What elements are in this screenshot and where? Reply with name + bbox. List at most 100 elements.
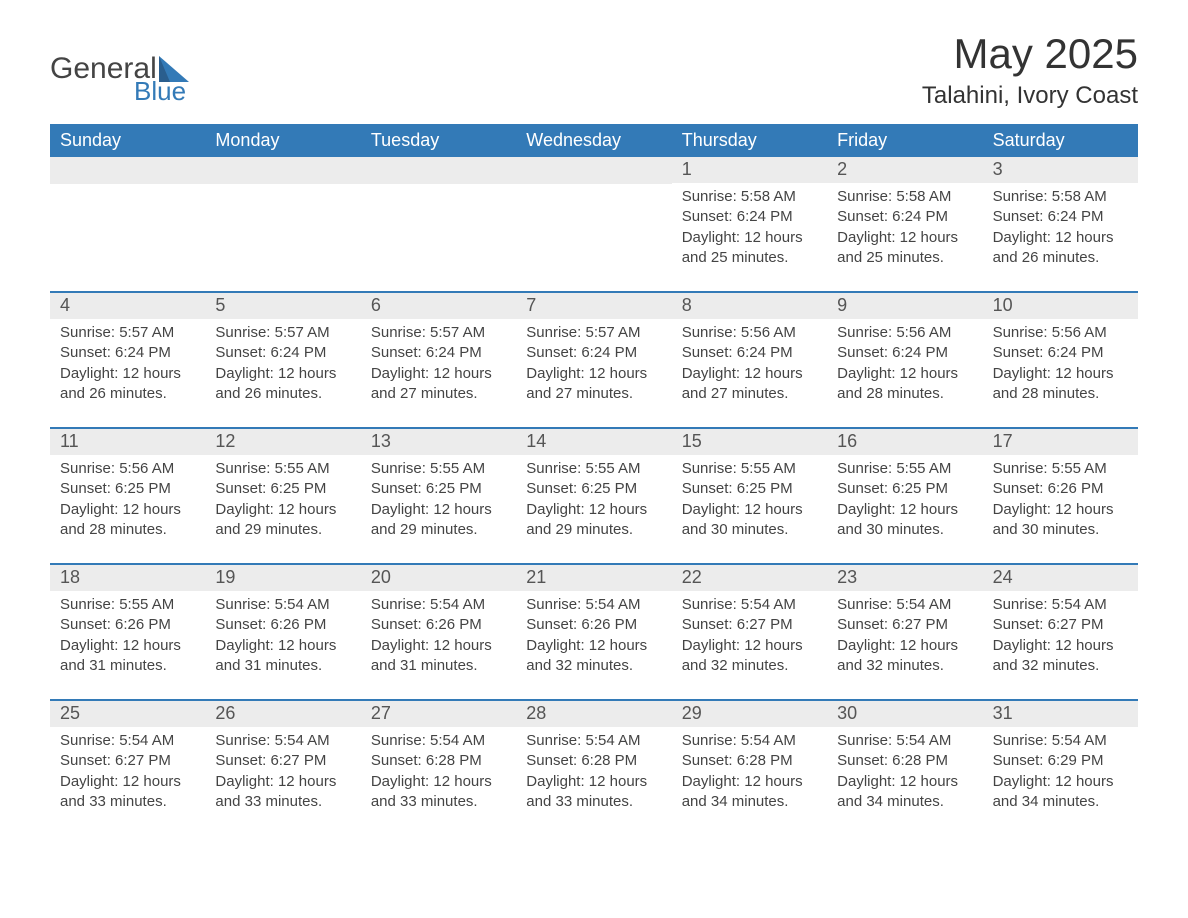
sunrise-line: Sunrise: 5:54 AM (682, 595, 817, 615)
sunset-line: Sunset: 6:24 PM (371, 343, 506, 363)
sunrise-line: Sunrise: 5:55 AM (682, 459, 817, 479)
day-number: 6 (361, 293, 516, 319)
day-cell (361, 157, 516, 277)
day-cell: 23Sunrise: 5:54 AMSunset: 6:27 PMDayligh… (827, 565, 982, 685)
sunrise-line: Sunrise: 5:54 AM (371, 595, 506, 615)
day-body: Sunrise: 5:58 AMSunset: 6:24 PMDaylight:… (827, 183, 982, 274)
sunrise-line: Sunrise: 5:56 AM (993, 323, 1128, 343)
day-cell: 8Sunrise: 5:56 AMSunset: 6:24 PMDaylight… (672, 293, 827, 413)
day-cell: 10Sunrise: 5:56 AMSunset: 6:24 PMDayligh… (983, 293, 1138, 413)
daylight-line: Daylight: 12 hours and 28 minutes. (837, 364, 972, 405)
day-number: 18 (50, 565, 205, 591)
day-body: Sunrise: 5:57 AMSunset: 6:24 PMDaylight:… (205, 319, 360, 410)
daylight-line: Daylight: 12 hours and 34 minutes. (837, 772, 972, 813)
sunrise-line: Sunrise: 5:57 AM (60, 323, 195, 343)
empty-day-number (361, 157, 516, 184)
day-body: Sunrise: 5:55 AMSunset: 6:25 PMDaylight:… (516, 455, 671, 546)
day-number: 30 (827, 701, 982, 727)
day-body: Sunrise: 5:55 AMSunset: 6:25 PMDaylight:… (205, 455, 360, 546)
day-number: 15 (672, 429, 827, 455)
sunrise-line: Sunrise: 5:56 AM (837, 323, 972, 343)
weekday-header: Sunday (50, 124, 205, 157)
sunset-line: Sunset: 6:27 PM (837, 615, 972, 635)
day-cell (516, 157, 671, 277)
sunrise-line: Sunrise: 5:54 AM (526, 731, 661, 751)
day-body: Sunrise: 5:56 AMSunset: 6:24 PMDaylight:… (827, 319, 982, 410)
empty-day-number (205, 157, 360, 184)
day-number: 3 (983, 157, 1138, 183)
weeks-container: 1Sunrise: 5:58 AMSunset: 6:24 PMDaylight… (50, 157, 1138, 821)
sunset-line: Sunset: 6:24 PM (682, 207, 817, 227)
day-body: Sunrise: 5:58 AMSunset: 6:24 PMDaylight:… (672, 183, 827, 274)
day-body: Sunrise: 5:54 AMSunset: 6:26 PMDaylight:… (205, 591, 360, 682)
day-cell: 29Sunrise: 5:54 AMSunset: 6:28 PMDayligh… (672, 701, 827, 821)
day-cell: 30Sunrise: 5:54 AMSunset: 6:28 PMDayligh… (827, 701, 982, 821)
sunset-line: Sunset: 6:25 PM (837, 479, 972, 499)
day-body: Sunrise: 5:54 AMSunset: 6:29 PMDaylight:… (983, 727, 1138, 818)
sunset-line: Sunset: 6:25 PM (526, 479, 661, 499)
daylight-line: Daylight: 12 hours and 31 minutes. (371, 636, 506, 677)
daylight-line: Daylight: 12 hours and 33 minutes. (60, 772, 195, 813)
sunrise-line: Sunrise: 5:54 AM (993, 595, 1128, 615)
day-cell: 9Sunrise: 5:56 AMSunset: 6:24 PMDaylight… (827, 293, 982, 413)
day-cell: 15Sunrise: 5:55 AMSunset: 6:25 PMDayligh… (672, 429, 827, 549)
daylight-line: Daylight: 12 hours and 28 minutes. (60, 500, 195, 541)
day-number: 12 (205, 429, 360, 455)
sunrise-line: Sunrise: 5:55 AM (993, 459, 1128, 479)
daylight-line: Daylight: 12 hours and 31 minutes. (215, 636, 350, 677)
day-body: Sunrise: 5:56 AMSunset: 6:25 PMDaylight:… (50, 455, 205, 546)
daylight-line: Daylight: 12 hours and 33 minutes. (215, 772, 350, 813)
day-cell: 17 Sunrise: 5:55 AMSunset: 6:26 PMDayligh… (983, 429, 1138, 549)
sunset-line: Sunset: 6:26 PM (215, 615, 350, 635)
sunset-line: Sunset: 6:28 PM (682, 751, 817, 771)
day-number: 17 (983, 429, 1138, 455)
day-body: Sunrise: 5:55 AMSunset: 6:26 PMDaylight:… (50, 591, 205, 682)
calendar: SundayMondayTuesdayWednesdayThursdayFrid… (50, 124, 1138, 821)
logo-word2: Blue (134, 76, 189, 107)
daylight-line: Daylight: 12 hours and 30 minutes. (993, 500, 1128, 541)
day-number: 8 (672, 293, 827, 319)
empty-day-number (50, 157, 205, 184)
daylight-line: Daylight: 12 hours and 29 minutes. (371, 500, 506, 541)
daylight-line: Daylight: 12 hours and 28 minutes. (993, 364, 1128, 405)
day-body: Sunrise: 5:55 AMSunset: 6:25 PMDaylight:… (361, 455, 516, 546)
day-body: Sunrise: 5:54 AMSunset: 6:27 PMDaylight:… (983, 591, 1138, 682)
day-cell: 4Sunrise: 5:57 AMSunset: 6:24 PMDaylight… (50, 293, 205, 413)
sunset-line: Sunset: 6:28 PM (837, 751, 972, 771)
sunset-line: Sunset: 6:26 PM (993, 479, 1128, 499)
week-row: 11Sunrise: 5:56 AMSunset: 6:25 PMDayligh… (50, 427, 1138, 549)
sunrise-line: Sunrise: 5:54 AM (526, 595, 661, 615)
day-number: 23 (827, 565, 982, 591)
day-body: Sunrise: 5:54 AMSunset: 6:28 PMDaylight:… (827, 727, 982, 818)
day-cell: 24Sunrise: 5:54 AMSunset: 6:27 PMDayligh… (983, 565, 1138, 685)
day-number: 7 (516, 293, 671, 319)
day-cell: 31Sunrise: 5:54 AMSunset: 6:29 PMDayligh… (983, 701, 1138, 821)
day-body: Sunrise: 5:56 AMSunset: 6:24 PMDaylight:… (983, 319, 1138, 410)
day-number: 20 (361, 565, 516, 591)
week-row: 18Sunrise: 5:55 AMSunset: 6:26 PMDayligh… (50, 563, 1138, 685)
weekday-header: Friday (827, 124, 982, 157)
day-body: Sunrise: 5:56 AMSunset: 6:24 PMDaylight:… (672, 319, 827, 410)
day-body: Sunrise: 5:54 AMSunset: 6:26 PMDaylight:… (361, 591, 516, 682)
logo: General Blue (50, 30, 189, 107)
daylight-line: Daylight: 12 hours and 33 minutes. (371, 772, 506, 813)
daylight-line: Daylight: 12 hours and 26 minutes. (993, 228, 1128, 269)
day-body: Sunrise: 5:55 AMSunset: 6:25 PMDaylight:… (672, 455, 827, 546)
sunrise-line: Sunrise: 5:56 AM (682, 323, 817, 343)
sunset-line: Sunset: 6:28 PM (526, 751, 661, 771)
daylight-line: Daylight: 12 hours and 32 minutes. (682, 636, 817, 677)
day-cell (205, 157, 360, 277)
day-number: 1 (672, 157, 827, 183)
day-cell: 1Sunrise: 5:58 AMSunset: 6:24 PMDaylight… (672, 157, 827, 277)
day-body: Sunrise: 5:57 AMSunset: 6:24 PMDaylight:… (361, 319, 516, 410)
sunset-line: Sunset: 6:27 PM (993, 615, 1128, 635)
weekday-header: Saturday (983, 124, 1138, 157)
sunrise-line: Sunrise: 5:57 AM (526, 323, 661, 343)
day-cell: 14Sunrise: 5:55 AMSunset: 6:25 PMDayligh… (516, 429, 671, 549)
weekday-header: Thursday (672, 124, 827, 157)
day-cell: 3Sunrise: 5:58 AMSunset: 6:24 PMDaylight… (983, 157, 1138, 277)
sunrise-line: Sunrise: 5:58 AM (837, 187, 972, 207)
daylight-line: Daylight: 12 hours and 27 minutes. (526, 364, 661, 405)
weekday-header: Wednesday (516, 124, 671, 157)
sunrise-line: Sunrise: 5:54 AM (215, 731, 350, 751)
